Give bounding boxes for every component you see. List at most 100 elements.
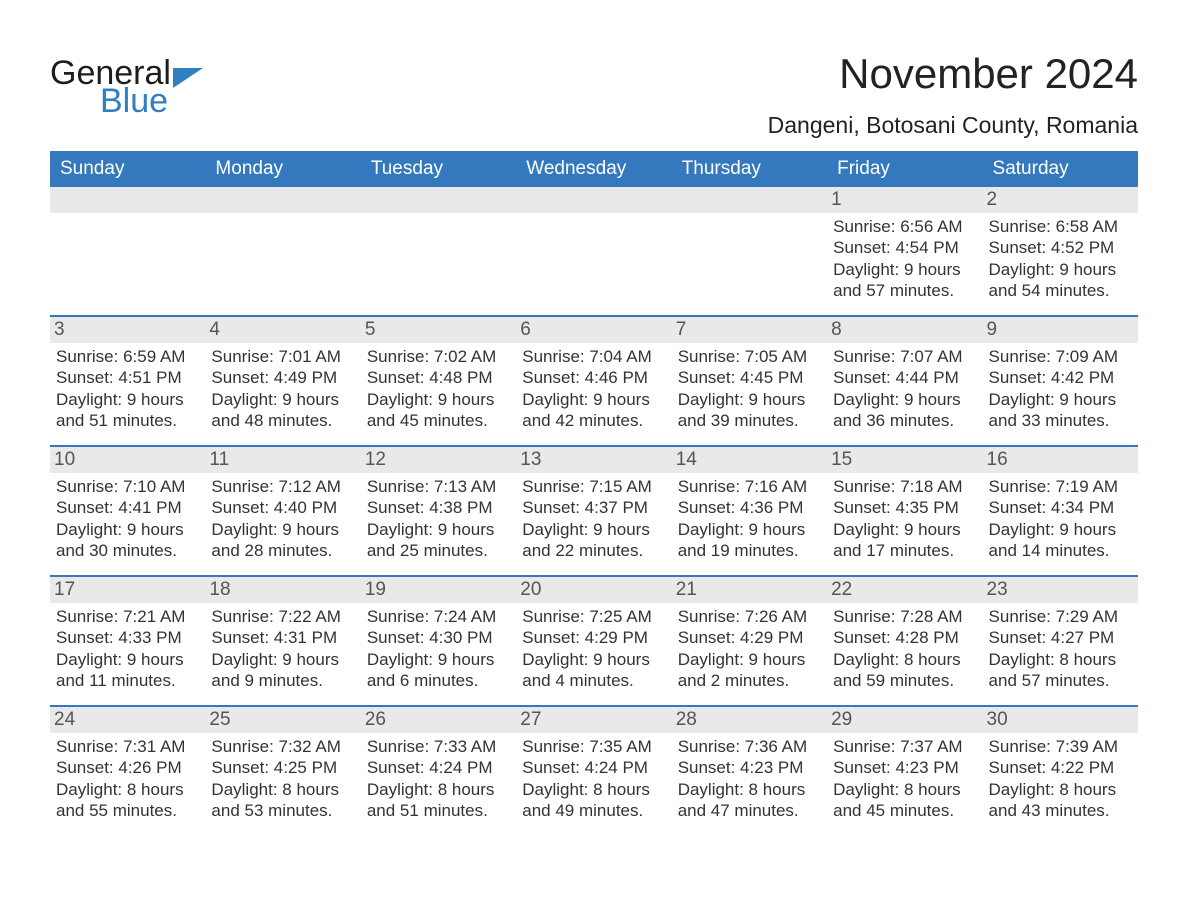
calendar-week-row: 24Sunrise: 7:31 AMSunset: 4:26 PMDayligh… xyxy=(50,705,1138,835)
day-info: Sunrise: 7:25 AMSunset: 4:29 PMDaylight:… xyxy=(522,606,665,691)
day-sunrise: Sunrise: 6:56 AM xyxy=(833,216,976,237)
day-sunrise: Sunrise: 7:13 AM xyxy=(367,476,510,497)
day-daylight2: and 57 minutes. xyxy=(989,670,1132,691)
day-number xyxy=(361,187,516,213)
day-daylight2: and 30 minutes. xyxy=(56,540,199,561)
weekday-header: Saturday xyxy=(983,151,1138,187)
day-number: 29 xyxy=(827,707,982,733)
calendar-day-empty xyxy=(672,187,827,315)
day-info: Sunrise: 7:02 AMSunset: 4:48 PMDaylight:… xyxy=(367,346,510,431)
calendar-week-row: 10Sunrise: 7:10 AMSunset: 4:41 PMDayligh… xyxy=(50,445,1138,575)
day-info: Sunrise: 7:35 AMSunset: 4:24 PMDaylight:… xyxy=(522,736,665,821)
calendar-day: 18Sunrise: 7:22 AMSunset: 4:31 PMDayligh… xyxy=(205,577,360,705)
day-daylight1: Daylight: 9 hours xyxy=(211,649,354,670)
day-sunset: Sunset: 4:51 PM xyxy=(56,367,199,388)
day-info: Sunrise: 7:13 AMSunset: 4:38 PMDaylight:… xyxy=(367,476,510,561)
calendar-day: 7Sunrise: 7:05 AMSunset: 4:45 PMDaylight… xyxy=(672,317,827,445)
day-daylight2: and 57 minutes. xyxy=(833,280,976,301)
calendar-day: 14Sunrise: 7:16 AMSunset: 4:36 PMDayligh… xyxy=(672,447,827,575)
day-daylight1: Daylight: 9 hours xyxy=(211,389,354,410)
day-number xyxy=(672,187,827,213)
day-sunrise: Sunrise: 7:26 AM xyxy=(678,606,821,627)
calendar-day-empty xyxy=(205,187,360,315)
day-sunset: Sunset: 4:36 PM xyxy=(678,497,821,518)
day-daylight1: Daylight: 9 hours xyxy=(833,389,976,410)
day-daylight2: and 42 minutes. xyxy=(522,410,665,431)
day-info: Sunrise: 7:05 AMSunset: 4:45 PMDaylight:… xyxy=(678,346,821,431)
day-info: Sunrise: 6:56 AMSunset: 4:54 PMDaylight:… xyxy=(833,216,976,301)
day-daylight2: and 53 minutes. xyxy=(211,800,354,821)
calendar-day: 8Sunrise: 7:07 AMSunset: 4:44 PMDaylight… xyxy=(827,317,982,445)
calendar-day: 15Sunrise: 7:18 AMSunset: 4:35 PMDayligh… xyxy=(827,447,982,575)
day-info: Sunrise: 7:39 AMSunset: 4:22 PMDaylight:… xyxy=(989,736,1132,821)
day-sunrise: Sunrise: 7:33 AM xyxy=(367,736,510,757)
calendar-day: 2Sunrise: 6:58 AMSunset: 4:52 PMDaylight… xyxy=(983,187,1138,315)
day-daylight1: Daylight: 9 hours xyxy=(56,649,199,670)
day-daylight2: and 2 minutes. xyxy=(678,670,821,691)
calendar-day-empty xyxy=(50,187,205,315)
day-info: Sunrise: 7:29 AMSunset: 4:27 PMDaylight:… xyxy=(989,606,1132,691)
day-daylight1: Daylight: 9 hours xyxy=(989,389,1132,410)
day-sunrise: Sunrise: 7:09 AM xyxy=(989,346,1132,367)
day-daylight1: Daylight: 9 hours xyxy=(989,519,1132,540)
day-number: 9 xyxy=(983,317,1138,343)
calendar-day: 24Sunrise: 7:31 AMSunset: 4:26 PMDayligh… xyxy=(50,707,205,835)
day-daylight2: and 6 minutes. xyxy=(367,670,510,691)
day-daylight1: Daylight: 9 hours xyxy=(678,649,821,670)
weekday-header: Thursday xyxy=(672,151,827,187)
day-sunrise: Sunrise: 7:32 AM xyxy=(211,736,354,757)
brand-logo: General Blue xyxy=(50,50,207,118)
day-daylight1: Daylight: 9 hours xyxy=(989,259,1132,280)
day-number: 24 xyxy=(50,707,205,733)
day-sunrise: Sunrise: 7:24 AM xyxy=(367,606,510,627)
day-daylight2: and 11 minutes. xyxy=(56,670,199,691)
logo-flag-icon xyxy=(173,68,207,90)
day-info: Sunrise: 7:10 AMSunset: 4:41 PMDaylight:… xyxy=(56,476,199,561)
day-number: 8 xyxy=(827,317,982,343)
day-daylight1: Daylight: 9 hours xyxy=(367,649,510,670)
day-sunset: Sunset: 4:29 PM xyxy=(678,627,821,648)
day-sunrise: Sunrise: 6:59 AM xyxy=(56,346,199,367)
day-sunrise: Sunrise: 7:28 AM xyxy=(833,606,976,627)
day-sunset: Sunset: 4:54 PM xyxy=(833,237,976,258)
day-number xyxy=(516,187,671,213)
location-subtitle: Dangeni, Botosani County, Romania xyxy=(768,112,1138,139)
day-number: 21 xyxy=(672,577,827,603)
day-number: 13 xyxy=(516,447,671,473)
day-sunset: Sunset: 4:48 PM xyxy=(367,367,510,388)
day-number: 12 xyxy=(361,447,516,473)
day-daylight1: Daylight: 8 hours xyxy=(989,649,1132,670)
day-daylight1: Daylight: 9 hours xyxy=(522,389,665,410)
day-daylight2: and 51 minutes. xyxy=(56,410,199,431)
day-daylight1: Daylight: 9 hours xyxy=(522,649,665,670)
day-info: Sunrise: 7:21 AMSunset: 4:33 PMDaylight:… xyxy=(56,606,199,691)
day-sunrise: Sunrise: 7:10 AM xyxy=(56,476,199,497)
day-sunrise: Sunrise: 7:36 AM xyxy=(678,736,821,757)
day-daylight2: and 4 minutes. xyxy=(522,670,665,691)
day-info: Sunrise: 6:58 AMSunset: 4:52 PMDaylight:… xyxy=(989,216,1132,301)
day-daylight2: and 28 minutes. xyxy=(211,540,354,561)
day-sunrise: Sunrise: 7:01 AM xyxy=(211,346,354,367)
day-info: Sunrise: 7:37 AMSunset: 4:23 PMDaylight:… xyxy=(833,736,976,821)
day-daylight2: and 39 minutes. xyxy=(678,410,821,431)
day-info: Sunrise: 7:32 AMSunset: 4:25 PMDaylight:… xyxy=(211,736,354,821)
day-daylight2: and 14 minutes. xyxy=(989,540,1132,561)
calendar-document: General Blue November 2024 Dangeni, Boto… xyxy=(0,0,1188,875)
day-sunrise: Sunrise: 7:37 AM xyxy=(833,736,976,757)
calendar-day: 22Sunrise: 7:28 AMSunset: 4:28 PMDayligh… xyxy=(827,577,982,705)
weekday-header: Tuesday xyxy=(361,151,516,187)
header: General Blue November 2024 Dangeni, Boto… xyxy=(50,50,1138,139)
calendar-day: 11Sunrise: 7:12 AMSunset: 4:40 PMDayligh… xyxy=(205,447,360,575)
day-sunrise: Sunrise: 7:02 AM xyxy=(367,346,510,367)
logo-text-block: General Blue xyxy=(50,56,207,118)
day-sunset: Sunset: 4:33 PM xyxy=(56,627,199,648)
calendar-day: 10Sunrise: 7:10 AMSunset: 4:41 PMDayligh… xyxy=(50,447,205,575)
day-number xyxy=(205,187,360,213)
day-number: 3 xyxy=(50,317,205,343)
calendar-day: 9Sunrise: 7:09 AMSunset: 4:42 PMDaylight… xyxy=(983,317,1138,445)
day-sunrise: Sunrise: 7:29 AM xyxy=(989,606,1132,627)
day-info: Sunrise: 7:12 AMSunset: 4:40 PMDaylight:… xyxy=(211,476,354,561)
day-daylight2: and 25 minutes. xyxy=(367,540,510,561)
day-number: 5 xyxy=(361,317,516,343)
day-sunrise: Sunrise: 7:19 AM xyxy=(989,476,1132,497)
